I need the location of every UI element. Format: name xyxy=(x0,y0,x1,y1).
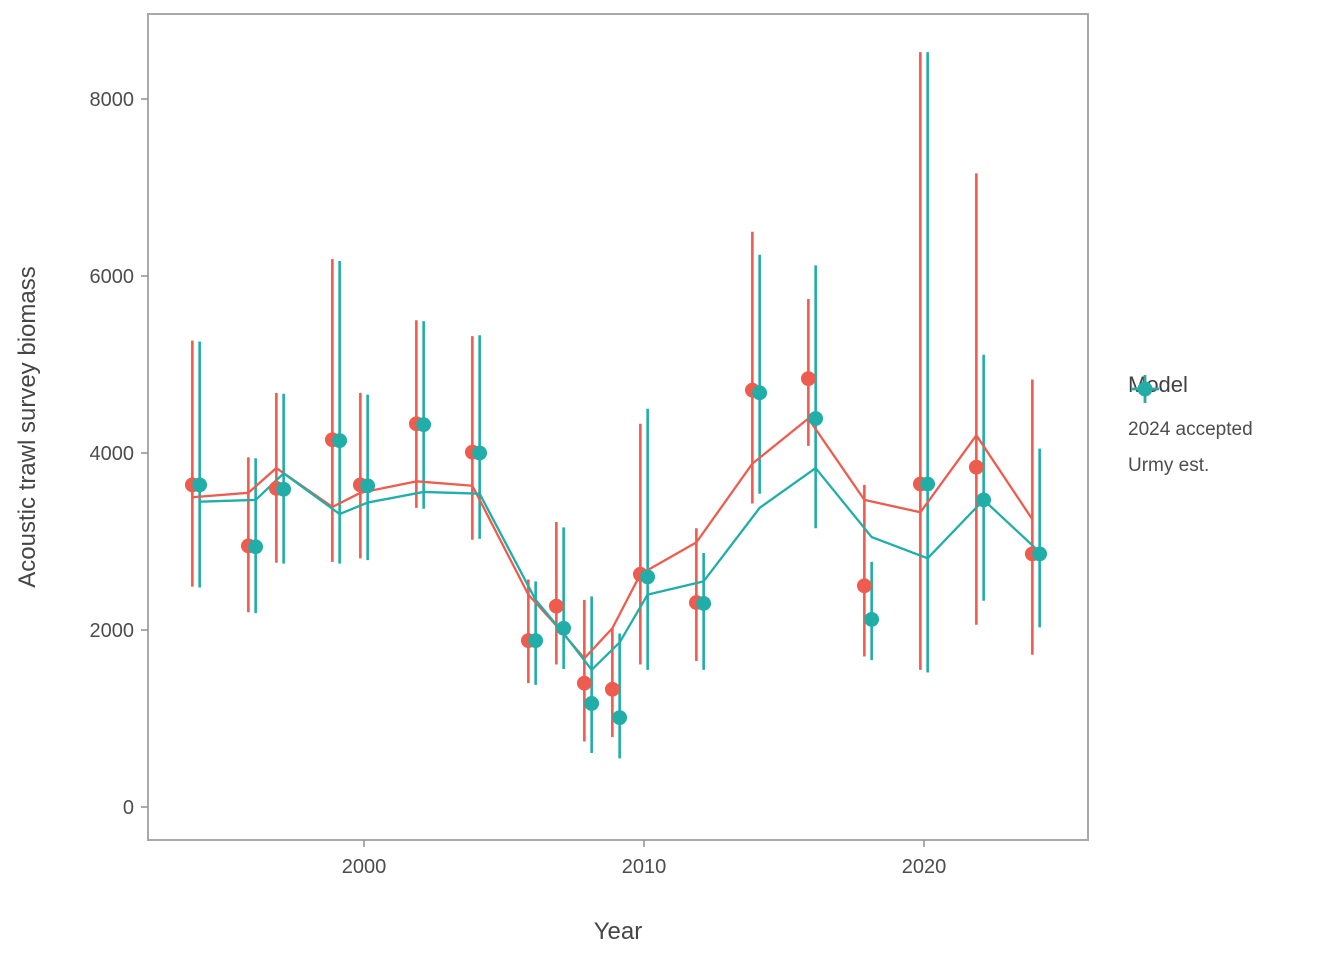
data-point-urmy-est xyxy=(752,385,768,401)
data-point-2024-accepted xyxy=(968,459,984,475)
data-point-urmy-est xyxy=(612,710,628,726)
data-point-urmy-est xyxy=(332,433,348,449)
y-tick-label: 2000 xyxy=(90,620,135,642)
data-point-urmy-est xyxy=(976,492,992,508)
y-tick-label: 6000 xyxy=(90,266,135,288)
x-tick-label: 2000 xyxy=(342,856,387,878)
legend-item: 2024 accepted xyxy=(1128,375,1253,448)
y-tick-label: 8000 xyxy=(90,89,135,111)
x-tick-label: 2010 xyxy=(622,856,667,878)
legend: Model 2024 accepted Urmy est. xyxy=(1128,372,1253,484)
pointrange-key-icon xyxy=(1131,375,1159,403)
data-point-2024-accepted xyxy=(576,675,592,691)
data-point-urmy-est xyxy=(696,596,712,611)
data-point-urmy-est xyxy=(192,477,208,493)
data-point-urmy-est xyxy=(472,445,488,461)
data-point-2024-accepted xyxy=(548,598,564,614)
y-axis-title: Acoustic trawl survey biomass xyxy=(14,266,41,588)
data-point-urmy-est xyxy=(248,539,264,555)
y-tick-label: 4000 xyxy=(90,443,135,465)
data-point-urmy-est xyxy=(528,633,544,649)
fit-line-urmy-est xyxy=(199,466,1041,671)
data-point-urmy-est xyxy=(360,478,376,494)
data-point-2024-accepted xyxy=(856,578,872,594)
data-point-2024-accepted xyxy=(604,681,620,697)
x-axis-title: Year xyxy=(593,918,643,945)
legend-title: Model xyxy=(1128,372,1188,397)
x-tick-label: 2020 xyxy=(902,856,947,878)
data-point-urmy-est xyxy=(864,611,880,627)
data-point-urmy-est xyxy=(920,476,936,492)
data-point-urmy-est xyxy=(640,569,656,585)
legend-item-label: Urmy est. xyxy=(1128,455,1210,476)
legend-item: Urmy est. xyxy=(1128,375,1253,484)
data-point-urmy-est xyxy=(556,620,572,636)
data-point-2024-accepted xyxy=(800,371,816,387)
data-point-urmy-est xyxy=(416,417,432,433)
data-point-urmy-est xyxy=(584,696,600,711)
data-point-urmy-est xyxy=(1032,546,1048,562)
fit-line-2024-accepted xyxy=(192,417,1034,660)
y-tick-label: 0 xyxy=(123,797,134,819)
data-point-urmy-est xyxy=(276,481,292,497)
panel-border xyxy=(147,13,1089,841)
legend-item-label: 2024 accepted xyxy=(1128,419,1253,440)
data-point-urmy-est xyxy=(808,411,824,426)
